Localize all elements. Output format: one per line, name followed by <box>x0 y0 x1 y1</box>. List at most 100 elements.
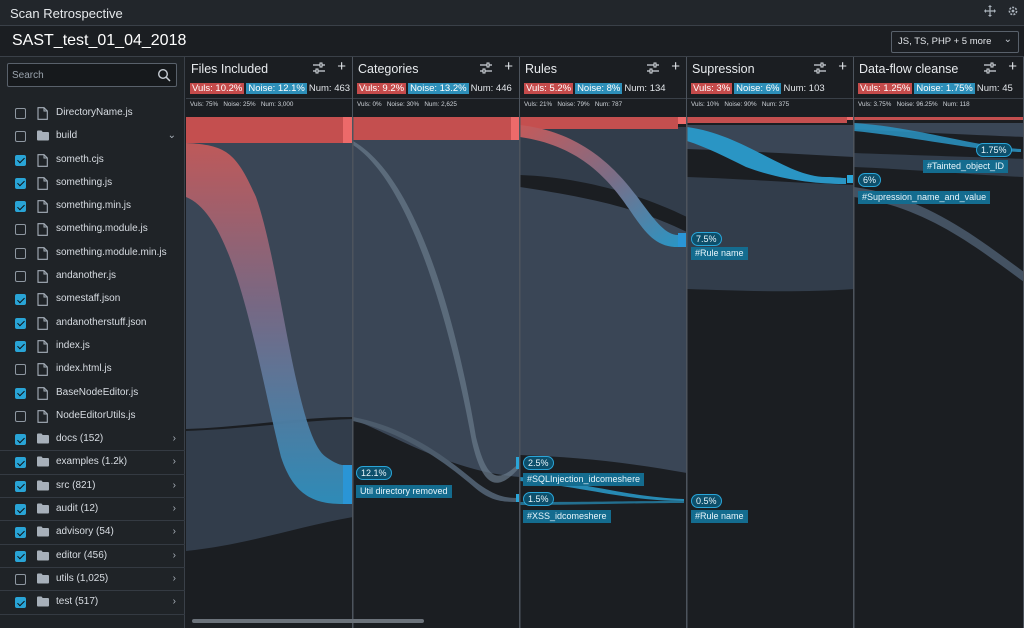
filter-settings-icon[interactable] <box>984 62 996 74</box>
file-icon <box>37 363 49 377</box>
column-title: Data-flow cleanse <box>859 62 959 76</box>
chevron-right-icon[interactable]: › <box>172 572 176 584</box>
tree-item[interactable]: advisory (54) › <box>0 521 185 545</box>
filter-settings-icon[interactable] <box>647 62 659 74</box>
sub-noise: Noise: 79% <box>557 101 590 108</box>
chevron-right-icon[interactable]: › <box>172 456 176 468</box>
file-icon <box>37 107 49 120</box>
tree-item[interactable]: DirectoryName.js <box>0 102 185 125</box>
horizontal-scrollbar[interactable] <box>192 619 424 623</box>
chevron-right-icon[interactable]: › <box>172 503 176 515</box>
chevron-right-icon[interactable]: › <box>172 479 176 491</box>
tree-item-checkbox[interactable] <box>15 504 26 516</box>
filter-settings-icon[interactable] <box>814 62 826 74</box>
node-tag[interactable]: #XSS_idcomeshere <box>523 510 611 523</box>
vuls-bar <box>353 117 511 140</box>
tree-item-checkbox[interactable] <box>15 550 26 562</box>
tree-item[interactable]: somestaff.json <box>0 288 185 311</box>
sub-num: Num: 118 <box>942 101 970 108</box>
column-stats: Vuls: 3% Noise: 6% Num: 103 <box>691 83 825 94</box>
folder-icon <box>37 503 49 516</box>
chevron-down-icon[interactable]: ⌄ <box>167 130 176 142</box>
tree-item[interactable]: someth.cjs <box>0 149 185 172</box>
tree-item-checkbox[interactable] <box>15 364 26 376</box>
tree-item-label: something.min.js <box>56 200 132 212</box>
tree-item[interactable]: BaseNodeEditor.js <box>0 382 185 405</box>
chevron-right-icon[interactable]: › <box>172 526 176 538</box>
tree-item-checkbox[interactable] <box>15 317 26 329</box>
tree-item-checkbox[interactable] <box>15 340 26 352</box>
add-icon[interactable]: + <box>1008 58 1017 75</box>
column-title: Rules <box>525 62 557 76</box>
tree-item[interactable]: andanother.js <box>0 265 185 288</box>
tree-item[interactable]: audit (12) › <box>0 498 185 522</box>
tree-item-checkbox[interactable] <box>15 457 26 469</box>
tree-item-checkbox[interactable] <box>15 480 26 492</box>
node-tag[interactable]: #Rule name <box>691 510 748 523</box>
tree-item-checkbox[interactable] <box>15 154 26 166</box>
tree-item-checkbox[interactable] <box>15 177 26 189</box>
node-tag[interactable]: #Tainted_object_ID <box>923 160 1009 173</box>
filter-settings-icon[interactable] <box>313 62 325 74</box>
tree-item[interactable]: examples (1.2k) › <box>0 451 185 475</box>
folder-icon <box>37 526 49 539</box>
tree-item-checkbox[interactable] <box>15 294 26 306</box>
tree-item-checkbox[interactable] <box>15 108 26 119</box>
column-header: Data-flow cleanse + Vuls: 1.25% Noise: 1.… <box>854 57 1023 99</box>
node-tag[interactable]: #Rule name <box>691 247 748 260</box>
language-select[interactable]: JS, TS, PHP + 5 more ⌄ <box>891 31 1019 53</box>
tree-item[interactable]: utils (1,025) › <box>0 568 185 592</box>
search-input[interactable] <box>12 67 152 83</box>
tree-item[interactable]: something.module.min.js <box>0 242 185 265</box>
search-icon[interactable] <box>157 68 171 82</box>
num-value: Num: 446 <box>470 83 512 94</box>
tree-item[interactable]: something.min.js <box>0 195 185 218</box>
tree-item[interactable]: docs (152) › <box>0 428 185 452</box>
filter-settings-icon[interactable] <box>480 62 492 74</box>
tree-item[interactable]: test (517) › <box>0 591 185 615</box>
tree-item[interactable]: build ⌄ <box>0 125 185 148</box>
num-value: Num: 103 <box>783 83 825 94</box>
tree-item[interactable]: index.js <box>0 335 185 358</box>
node-tag[interactable]: #SQLInjection_idcomeshere <box>523 473 645 486</box>
tree-item-checkbox[interactable] <box>15 573 26 585</box>
num-value: Num: 463 <box>308 83 351 94</box>
node-tag[interactable]: #Supression_name_and_value <box>858 191 991 204</box>
tree-item-label: BaseNodeEditor.js <box>56 386 139 398</box>
tree-item[interactable]: something.module.js <box>0 218 185 241</box>
noise-badge: Noise: 8% <box>575 83 623 94</box>
tree-item[interactable]: something.js <box>0 172 185 195</box>
tree-item-checkbox[interactable] <box>15 387 26 399</box>
tree-item-checkbox[interactable] <box>15 131 26 143</box>
tree-item[interactable]: NodeEditorUtils.js <box>0 405 185 428</box>
add-icon[interactable]: + <box>337 58 346 75</box>
gear-icon[interactable] <box>1006 5 1020 19</box>
tree-item-label: something.module.js <box>56 223 148 235</box>
tree-item-checkbox[interactable] <box>15 434 26 446</box>
sub-vuls: Vuls: 0% <box>357 101 382 108</box>
tree-item[interactable]: andanotherstuff.json <box>0 312 185 335</box>
add-icon[interactable]: + <box>504 58 513 75</box>
vuls-badge: Vuls: 9.2% <box>357 83 407 94</box>
tree-item[interactable]: src (821) › <box>0 475 185 499</box>
tree-item-checkbox[interactable] <box>15 201 26 213</box>
chevron-right-icon[interactable]: › <box>172 433 176 445</box>
move-icon[interactable] <box>983 5 997 19</box>
chevron-right-icon[interactable]: › <box>172 596 176 608</box>
node-tag[interactable]: Util directory removed <box>356 485 452 498</box>
column-substats: Vuls: 3.75% Noise: 96.25% Num: 118 <box>858 101 970 108</box>
tree-item-checkbox[interactable] <box>15 527 26 539</box>
tree-item[interactable]: editor (456) › <box>0 545 185 568</box>
tree-item[interactable]: index.html.js <box>0 358 185 381</box>
chevron-right-icon[interactable]: › <box>172 549 176 561</box>
tree-item-checkbox[interactable] <box>15 271 26 283</box>
add-icon[interactable]: + <box>838 58 847 75</box>
tree-item-checkbox[interactable] <box>15 597 26 609</box>
tree-item-checkbox[interactable] <box>15 224 26 236</box>
tree-item-checkbox[interactable] <box>15 247 26 259</box>
node-bar <box>343 465 352 504</box>
tree-item-checkbox[interactable] <box>15 410 26 422</box>
add-icon[interactable]: + <box>671 58 680 75</box>
vuls-badge: Vuls: 10.2% <box>190 83 245 94</box>
tree-item-label: something.js <box>56 176 113 188</box>
